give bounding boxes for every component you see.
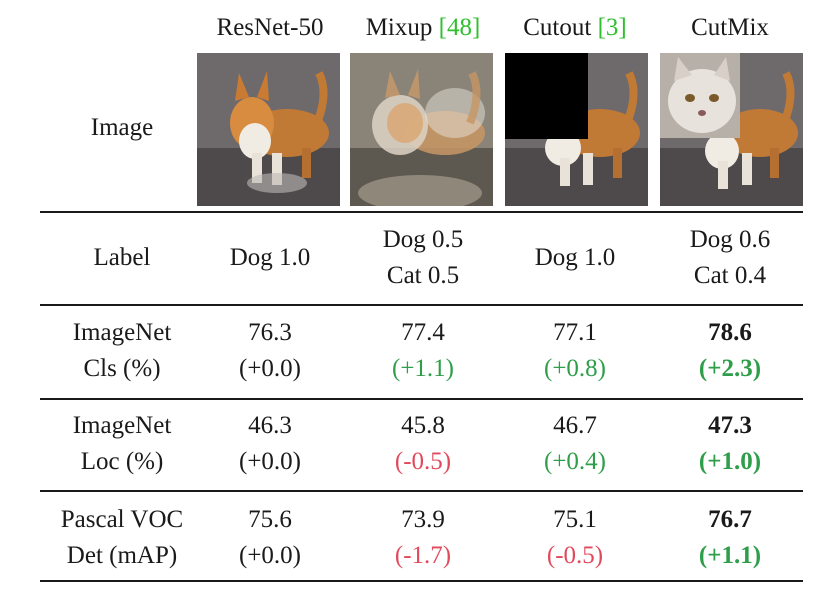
row-label-pascal-voc-det: Pascal VOC Det (mAP) <box>60 506 184 569</box>
metric-value: 76.3 <box>248 319 292 346</box>
metric-value: 78.6 <box>708 319 752 346</box>
cutmix-image <box>660 53 803 206</box>
column-header-cutout: Cutout [3] <box>490 14 660 42</box>
metric-delta: (+1.1) <box>698 542 762 569</box>
det-cell-cutmix: 76.7 (+1.1) <box>645 502 815 574</box>
cls-cell-cutmix: 78.6 (+2.3) <box>645 315 815 387</box>
metric-value: 77.1 <box>553 319 597 346</box>
metric-value: 77.4 <box>401 319 445 346</box>
metric-delta: (+2.3) <box>698 355 762 382</box>
mixup-blended-image <box>350 53 493 206</box>
column-header-mixup: Mixup [48] <box>338 14 508 42</box>
metric-delta: (-0.5) <box>394 448 452 475</box>
label-line2: Cat 0.4 <box>693 262 767 289</box>
rule-after-loc <box>40 490 803 492</box>
citation-ref: [3] <box>597 14 627 41</box>
label-line1: Dog 0.5 <box>382 226 464 253</box>
citation-ref: [48] <box>438 14 481 41</box>
metric-value: 73.9 <box>401 506 445 533</box>
row-label-label: Label <box>93 244 151 271</box>
metric-delta: (-0.5) <box>546 542 604 569</box>
metric-delta: (+0.0) <box>239 542 301 569</box>
metric-value: 76.7 <box>708 506 752 533</box>
metric-delta: (+0.8) <box>544 355 606 382</box>
loc-cell-resnet: 46.3 (+0.0) <box>185 408 355 480</box>
label-line1: Dog 0.6 <box>689 226 771 253</box>
metric-delta: (-1.7) <box>394 542 452 569</box>
det-cell-cutout: 75.1 (-0.5) <box>490 502 660 574</box>
row-label-imagenet-loc: ImageNet Loc (%) <box>72 412 172 475</box>
label-cell-cutout: Dog 1.0 <box>490 240 660 276</box>
row-label-imagenet-cls: ImageNet Cls (%) <box>72 319 172 382</box>
det-cell-resnet: 75.6 (+0.0) <box>185 502 355 574</box>
metric-value: 46.3 <box>248 412 292 439</box>
metric-delta: (+0.4) <box>544 448 606 475</box>
metric-delta: (+0.0) <box>239 355 301 382</box>
metric-value: 45.8 <box>401 412 445 439</box>
cls-cell-mixup: 77.4 (+1.1) <box>338 315 508 387</box>
loc-cell-cutout: 46.7 (+0.4) <box>490 408 660 480</box>
label-cell-resnet: Dog 1.0 <box>185 240 355 276</box>
row-label-image: Image <box>90 114 154 141</box>
label-cell-mixup: Dog 0.5 Cat 0.5 <box>338 222 508 294</box>
rule-after-cls <box>40 398 803 400</box>
det-cell-mixup: 73.9 (-1.7) <box>338 502 508 574</box>
loc-cell-mixup: 45.8 (-0.5) <box>338 408 508 480</box>
column-name: Mixup <box>365 14 439 41</box>
rule-thick-top <box>40 211 803 213</box>
metric-value: 75.6 <box>248 506 292 533</box>
resnet-dog-image <box>197 53 340 206</box>
cutout-masked-image <box>505 53 648 206</box>
column-name: CutMix <box>691 14 769 41</box>
metric-value: 75.1 <box>553 506 597 533</box>
column-header-resnet50: ResNet-50 <box>185 14 355 42</box>
cls-cell-cutout: 77.1 (+0.8) <box>490 315 660 387</box>
column-name: ResNet-50 <box>216 14 324 41</box>
metric-delta: (+0.0) <box>239 448 301 475</box>
metric-value: 46.7 <box>553 412 597 439</box>
metric-delta: (+1.0) <box>698 448 762 475</box>
metric-delta: (+1.1) <box>392 355 454 382</box>
metric-value: 47.3 <box>708 412 752 439</box>
rule-after-label <box>40 304 803 306</box>
loc-cell-cutmix: 47.3 (+1.0) <box>645 408 815 480</box>
label-line2: Cat 0.5 <box>386 262 460 289</box>
label-cell-cutmix: Dog 0.6 Cat 0.4 <box>645 222 815 294</box>
column-header-cutmix: CutMix <box>645 14 815 42</box>
cls-cell-resnet: 76.3 (+0.0) <box>185 315 355 387</box>
label-line1: Dog 1.0 <box>534 244 616 271</box>
column-name: Cutout <box>523 14 598 41</box>
rule-bottom <box>40 580 803 582</box>
label-line1: Dog 1.0 <box>229 244 311 271</box>
